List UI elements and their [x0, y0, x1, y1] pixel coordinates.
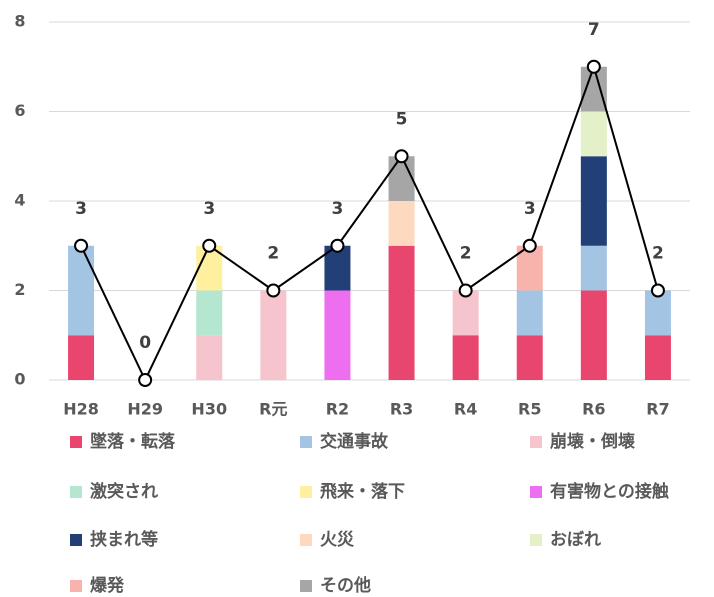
data-label: 3: [203, 199, 215, 219]
legend-swatch: [300, 534, 312, 546]
legend-swatch: [300, 436, 312, 448]
data-label: 2: [267, 244, 279, 264]
bar-segment: [516, 245, 543, 291]
x-tick-label: H30: [191, 400, 227, 419]
bar-segment: [388, 201, 415, 246]
x-tick-label: H29: [127, 400, 163, 419]
legend-swatch: [70, 580, 82, 592]
legend-label: 墜落・転落: [90, 431, 176, 452]
total-marker: [458, 283, 473, 298]
x-tick-label: R3: [390, 400, 413, 419]
bar-segment: [644, 290, 671, 336]
data-label: 2: [460, 244, 472, 264]
legend-swatch: [300, 580, 312, 592]
total-marker: [202, 238, 217, 253]
bar-segment: [516, 335, 543, 380]
x-tick-label: R6: [582, 400, 605, 419]
bar-segment: [196, 290, 223, 336]
bar-segment: [388, 245, 415, 380]
total-marker: [74, 238, 89, 253]
bar-segment: [68, 245, 95, 336]
legend-label: その他: [320, 575, 371, 593]
legend-label: 交通事故: [320, 431, 389, 452]
legend-label: 爆発: [90, 575, 125, 593]
bar-segment: [68, 335, 95, 380]
legend-swatch: [530, 534, 542, 546]
legend-swatch: [300, 486, 312, 498]
legend-swatch: [70, 436, 82, 448]
bar-segment: [516, 290, 543, 336]
bar-segment: [388, 156, 415, 201]
legend-swatch: [70, 534, 82, 546]
x-tick-label: R5: [518, 400, 541, 419]
y-tick-label: 8: [14, 12, 25, 31]
legend-label: 崩壊・倒壊: [550, 431, 636, 452]
bar-segment: [580, 245, 607, 291]
x-tick-label: R2: [326, 400, 349, 419]
total-marker: [266, 283, 281, 298]
bar-segment: [580, 290, 607, 380]
bar-segment: [196, 335, 223, 380]
legend-label: 飛来・落下: [319, 481, 405, 502]
bar-segment: [324, 290, 351, 380]
x-tick-label: R7: [646, 400, 669, 419]
total-line: [80, 63, 659, 383]
legend-swatch: [530, 436, 542, 448]
total-marker: [586, 59, 601, 74]
y-tick-label: 0: [14, 370, 25, 389]
data-label: 5: [396, 109, 408, 129]
legend-label: 激突され: [90, 481, 158, 502]
y-tick-label: 2: [14, 280, 25, 299]
total-marker: [138, 373, 153, 387]
total-marker: [330, 238, 345, 253]
data-label: 7: [588, 20, 600, 40]
bar-segment: [644, 335, 671, 380]
data-label: 2: [652, 244, 664, 264]
data-label: 3: [75, 199, 87, 219]
data-label: 3: [524, 199, 536, 219]
bar-segment: [580, 111, 607, 157]
x-tick-label: H28: [63, 400, 99, 419]
bar-segment: [580, 156, 607, 246]
legend-label: おぼれ: [550, 530, 601, 550]
legend-label: 火災: [320, 530, 355, 550]
legend-label: 有害物との接触: [550, 481, 669, 502]
total-marker: [650, 283, 665, 298]
bar-segment: [452, 335, 479, 380]
legend-label: 挟まれ等: [90, 529, 158, 550]
bar-segment: [324, 245, 351, 291]
bar-segment: [196, 245, 223, 291]
legend-swatch: [530, 486, 542, 498]
y-tick-label: 4: [14, 191, 25, 210]
total-marker: [522, 238, 537, 253]
bar-segment: [452, 290, 479, 336]
total-marker: [394, 149, 409, 164]
x-tick-label: R4: [454, 400, 477, 419]
y-tick-label: 6: [14, 101, 25, 120]
data-label: 3: [332, 199, 344, 219]
x-tick-label: R元: [259, 400, 287, 419]
legend-swatch: [70, 486, 82, 498]
bar-segment: [260, 290, 287, 380]
data-label: 0: [139, 333, 151, 353]
